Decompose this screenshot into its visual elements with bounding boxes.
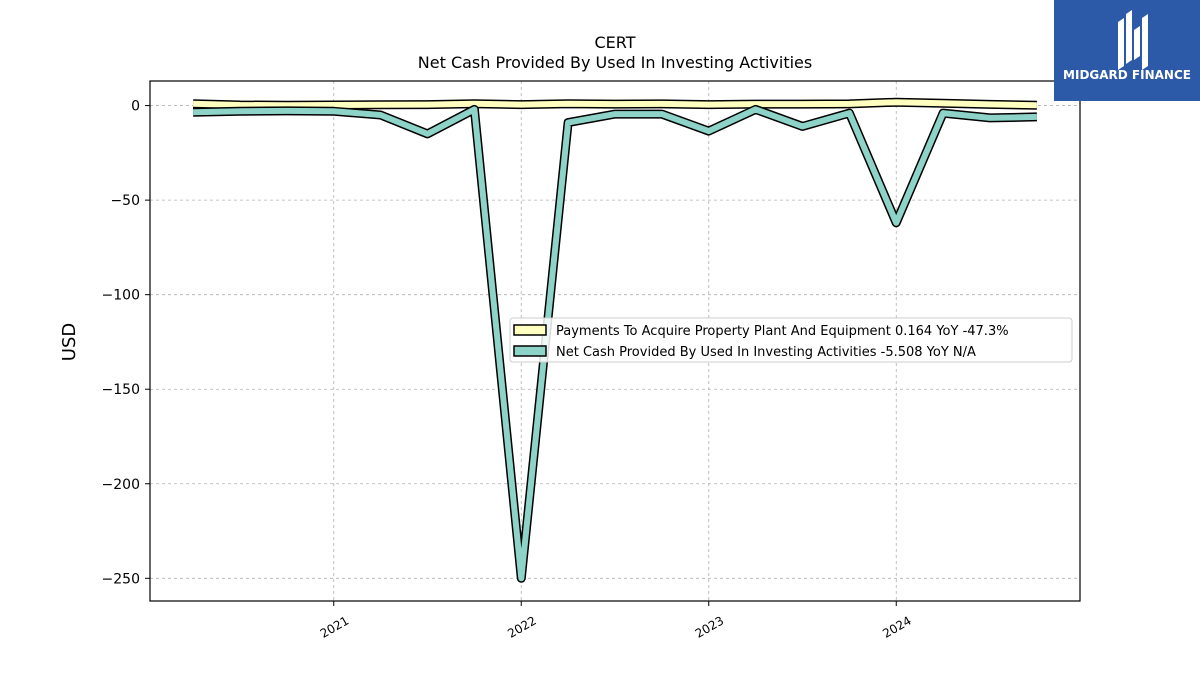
legend-label-1: Net Cash Provided By Used In Investing A… xyxy=(556,345,976,360)
legend-swatch-0 xyxy=(513,324,547,336)
legend-label-0: Payments To Acquire Property Plant And E… xyxy=(556,324,1009,339)
x-tick-label: 2022 xyxy=(505,613,538,640)
x-tick-label: 2021 xyxy=(318,613,351,640)
y-tick-label: −100 xyxy=(102,288,140,304)
y-axis-label: USD xyxy=(59,323,80,361)
logo-mark-icon xyxy=(1118,10,1148,70)
x-tick-label: 2024 xyxy=(880,613,913,640)
chart-subtitle: Net Cash Provided By Used In Investing A… xyxy=(418,53,812,72)
y-axis-ticks: 0 −50 −100 −150 −200 −250 xyxy=(102,99,150,587)
legend: Payments To Acquire Property Plant And E… xyxy=(509,317,1073,363)
y-tick-label: 0 xyxy=(131,99,140,115)
y-tick-label: −150 xyxy=(102,382,140,398)
logo-text: MIDGARD FINANCE xyxy=(1063,68,1191,82)
legend-box xyxy=(509,317,1073,363)
x-tick-label: 2023 xyxy=(693,613,726,640)
legend-swatch-1 xyxy=(513,345,547,357)
midgard-finance-logo: MIDGARD FINANCE xyxy=(1054,0,1200,101)
y-tick-label: −250 xyxy=(102,571,140,587)
y-tick-label: −200 xyxy=(102,477,140,493)
chart-title: CERT xyxy=(594,33,635,52)
y-tick-label: −50 xyxy=(110,193,140,209)
series-0-line xyxy=(193,99,1037,109)
series-lines xyxy=(192,97,1037,583)
plot-frame xyxy=(149,80,1081,602)
x-axis-ticks: 2021 2022 2023 2024 xyxy=(318,601,914,641)
series-1-line xyxy=(193,106,1037,582)
